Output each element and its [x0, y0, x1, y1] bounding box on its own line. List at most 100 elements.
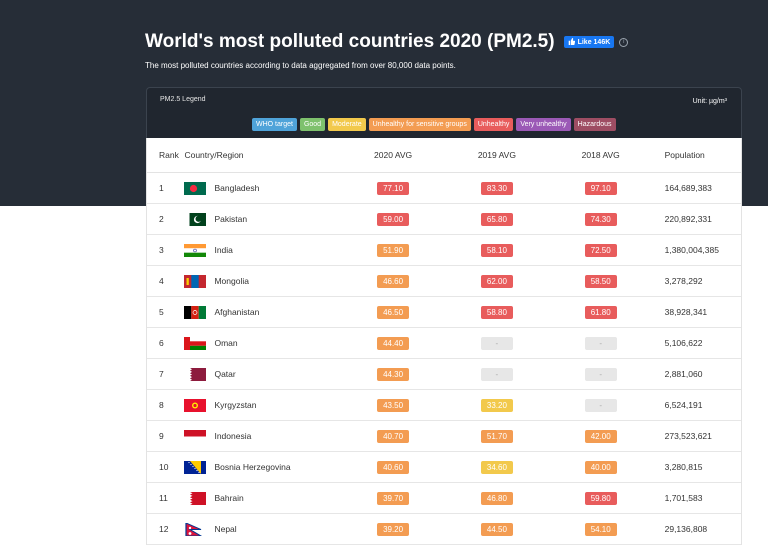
- country-flag-icon: [184, 306, 206, 319]
- avg-2020-cell: 77.10: [341, 182, 445, 195]
- country-flag-icon: [184, 523, 206, 536]
- country-flag-icon: [184, 399, 206, 412]
- title-row: World's most polluted countries 2020 (PM…: [145, 31, 628, 53]
- country-cell: Afghanistan: [184, 306, 341, 319]
- header-population[interactable]: Population: [653, 150, 741, 160]
- avg-2020-cell: 39.20: [341, 523, 445, 536]
- table-row[interactable]: 1 Bangladesh 77.10 83.30 97.10 164,689,383: [147, 173, 741, 204]
- table-row[interactable]: 5 Afghanistan 46.50 58.80 61.80 38,928,341: [147, 297, 741, 328]
- header-2019[interactable]: 2019 AVG: [445, 150, 549, 160]
- country-name[interactable]: Mongolia: [214, 276, 249, 286]
- avg-2018-value: 40.00: [585, 461, 617, 474]
- country-cell: Mongolia: [184, 275, 341, 288]
- avg-2019-value: 58.80: [481, 306, 513, 319]
- header-rank[interactable]: Rank: [147, 150, 184, 160]
- avg-2019-cell: 62.00: [445, 275, 549, 288]
- table-row[interactable]: 7 Qatar 44.30 - - 2,881,060: [147, 359, 741, 390]
- avg-2020-value: 46.60: [377, 275, 409, 288]
- country-cell: Bahrain: [184, 492, 341, 505]
- table-row[interactable]: 4 Mongolia 46.60 62.00 58.50 3,278,292: [147, 266, 741, 297]
- avg-2018-cell: 72.50: [549, 244, 653, 257]
- avg-2020-cell: 46.50: [341, 306, 445, 319]
- header-2018[interactable]: 2018 AVG: [549, 150, 653, 160]
- legend-chip: Unhealthy for sensitive groups: [369, 118, 471, 131]
- country-flag-icon: [184, 430, 206, 443]
- legend-chip: Very unhealthy: [516, 118, 570, 131]
- header-2020[interactable]: 2020 AVG: [341, 150, 445, 160]
- avg-2019-value: -: [481, 337, 513, 350]
- country-flag-icon: [184, 182, 206, 195]
- avg-2020-value: 77.10: [377, 182, 409, 195]
- avg-2019-value: -: [481, 368, 513, 381]
- rank-cell: 9: [147, 431, 184, 441]
- facebook-like-button[interactable]: Like 146K: [564, 36, 615, 48]
- table-row[interactable]: 11 Bahrain 39.70 46.80 59.80 1,701,583: [147, 483, 741, 514]
- avg-2020-value: 44.30: [377, 368, 409, 381]
- avg-2019-value: 34.60: [481, 461, 513, 474]
- table-row[interactable]: 12 Nepal 39.20 44.50 54.10 29,136,808: [147, 514, 741, 545]
- table-row[interactable]: 6 Oman 44.40 - - 5,106,622: [147, 328, 741, 359]
- like-label: Like 146K: [578, 39, 611, 46]
- avg-2019-cell: 83.30: [445, 182, 549, 195]
- avg-2019-value: 83.30: [481, 182, 513, 195]
- population-cell: 38,928,341: [653, 307, 741, 317]
- country-name[interactable]: Nepal: [214, 524, 236, 534]
- avg-2018-cell: 40.00: [549, 461, 653, 474]
- avg-2018-cell: 74.30: [549, 213, 653, 226]
- table-body: 1 Bangladesh 77.10 83.30 97.10 164,689,383 2 Pa…: [147, 173, 741, 545]
- avg-2020-value: 40.70: [377, 430, 409, 443]
- country-name[interactable]: Bangladesh: [214, 183, 259, 193]
- avg-2019-cell: -: [445, 337, 549, 350]
- country-flag-icon: [184, 213, 206, 226]
- country-cell: Kyrgyzstan: [184, 399, 341, 412]
- country-name[interactable]: Oman: [214, 338, 237, 348]
- avg-2020-value: 43.50: [377, 399, 409, 412]
- table-row[interactable]: 2 Pakistan 59.00 65.80 74.30 220,892,331: [147, 204, 741, 235]
- rank-cell: 5: [147, 307, 184, 317]
- rank-cell: 1: [147, 183, 184, 193]
- population-cell: 220,892,331: [653, 214, 741, 224]
- population-cell: 1,380,004,385: [653, 245, 741, 255]
- rank-cell: 10: [147, 462, 184, 472]
- avg-2019-value: 51.70: [481, 430, 513, 443]
- rank-cell: 12: [147, 524, 184, 534]
- country-name[interactable]: Kyrgyzstan: [214, 400, 256, 410]
- population-cell: 164,689,383: [653, 183, 741, 193]
- avg-2019-value: 46.80: [481, 492, 513, 505]
- avg-2018-value: 74.30: [585, 213, 617, 226]
- table-row[interactable]: 9 Indonesia 40.70 51.70 42.00 273,523,621: [147, 421, 741, 452]
- country-name[interactable]: Bahrain: [214, 493, 243, 503]
- avg-2020-cell: 43.50: [341, 399, 445, 412]
- population-cell: 3,280,815: [653, 462, 741, 472]
- info-icon[interactable]: i: [619, 38, 628, 47]
- rank-cell: 8: [147, 400, 184, 410]
- country-name[interactable]: Pakistan: [214, 214, 247, 224]
- table-row[interactable]: 8 Kyrgyzstan 43.50 33.20 - 6,524,191: [147, 390, 741, 421]
- country-name[interactable]: Bosnia Herzegovina: [214, 462, 290, 472]
- page-title: World's most polluted countries 2020 (PM…: [145, 31, 555, 53]
- table-row[interactable]: 3 India 51.90 58.10 72.50 1,380,004,385: [147, 235, 741, 266]
- avg-2018-cell: 59.80: [549, 492, 653, 505]
- avg-2018-value: -: [585, 368, 617, 381]
- country-name[interactable]: Afghanistan: [214, 307, 259, 317]
- avg-2018-value: -: [585, 399, 617, 412]
- legend-chip: Moderate: [328, 118, 366, 131]
- thumbs-up-icon: [568, 38, 575, 47]
- country-flag-icon: [184, 244, 206, 257]
- avg-2020-cell: 44.40: [341, 337, 445, 350]
- avg-2019-value: 44.50: [481, 523, 513, 536]
- rank-cell: 3: [147, 245, 184, 255]
- header-country[interactable]: Country/Region: [184, 150, 341, 160]
- ranking-card: PM2.5 Legend Unit: µg/m³ WHO target Good M…: [146, 87, 742, 547]
- legend-chips: WHO target Good Moderate Unhealthy for sens…: [252, 118, 616, 131]
- avg-2018-value: 54.10: [585, 523, 617, 536]
- avg-2020-value: 44.40: [377, 337, 409, 350]
- avg-2020-cell: 39.70: [341, 492, 445, 505]
- country-name[interactable]: Indonesia: [214, 431, 251, 441]
- country-name[interactable]: Qatar: [214, 369, 235, 379]
- table-row[interactable]: 10 Bosnia Herzegovina 40.60 34.60 40.00 3,280…: [147, 452, 741, 483]
- country-name[interactable]: India: [214, 245, 232, 255]
- legend-chip: Hazardous: [574, 118, 616, 131]
- rank-cell: 6: [147, 338, 184, 348]
- population-cell: 1,701,583: [653, 493, 741, 503]
